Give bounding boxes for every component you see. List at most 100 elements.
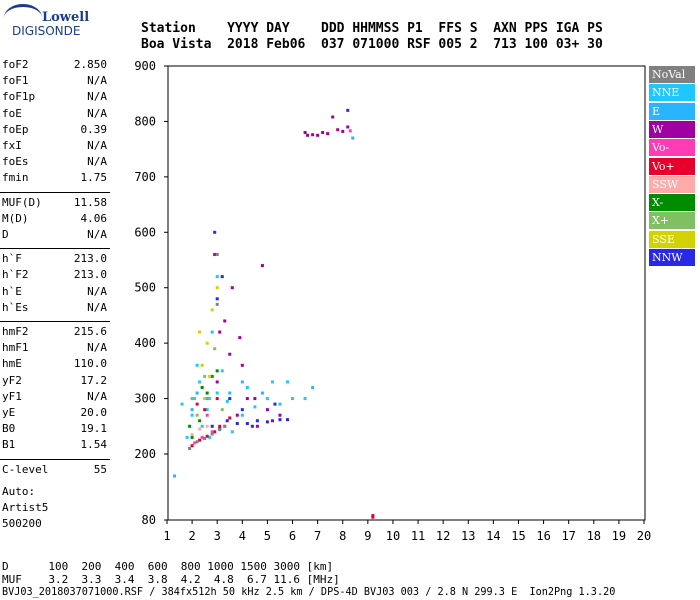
data-point <box>210 330 214 334</box>
series-nne <box>180 275 307 439</box>
logo-lowell: Lowell <box>42 10 90 25</box>
data-point <box>371 514 375 518</box>
data-point <box>255 424 259 428</box>
y-tick-label: 400 <box>134 336 156 350</box>
param-name: foF1 <box>2 74 29 88</box>
data-point <box>200 363 204 367</box>
data-point <box>195 440 199 444</box>
x-tick-label: 10 <box>386 529 400 543</box>
data-point <box>240 413 244 417</box>
panel-separator <box>0 458 110 460</box>
data-point <box>270 419 274 423</box>
data-point <box>228 397 232 401</box>
param-value: 4.06 <box>80 211 108 225</box>
data-point <box>286 380 290 384</box>
logo-digisonde: DIGISONDE <box>12 24 81 38</box>
data-point <box>203 374 207 378</box>
y-tick-label: 800 <box>134 114 156 128</box>
param-value: 55 <box>93 462 107 476</box>
data-point <box>195 363 199 367</box>
param-row: hmF2 215.6 <box>2 325 107 342</box>
x-tick-label: 11 <box>411 529 425 543</box>
param-row: B0 19.1 <box>2 422 107 439</box>
data-point <box>210 424 214 428</box>
data-point <box>208 374 212 378</box>
param-name: foF2 <box>2 58 29 71</box>
data-point <box>260 391 264 395</box>
data-point <box>341 129 345 133</box>
param-name: hmF2 <box>2 325 29 338</box>
param-row: yE 20.0 <box>2 406 107 423</box>
data-point <box>210 430 214 434</box>
param-name: hmF1 <box>2 341 29 355</box>
y-tick-label: 500 <box>134 281 156 295</box>
data-point <box>220 408 224 412</box>
series-sse <box>198 286 219 401</box>
x-tick-label: 19 <box>612 529 626 543</box>
data-point <box>205 424 209 428</box>
data-point <box>198 330 202 334</box>
data-point <box>203 397 207 401</box>
data-point <box>185 435 189 439</box>
x-tick-label: 17 <box>561 529 575 543</box>
x-tick-label: 8 <box>339 529 346 543</box>
series-e <box>173 136 355 478</box>
x-tick-label: 18 <box>587 529 601 543</box>
param-row: B1 1.54 <box>2 438 107 455</box>
data-point <box>245 422 249 426</box>
param-value: N/A <box>87 155 107 169</box>
data-point <box>190 413 194 417</box>
data-point <box>228 391 232 395</box>
param-name: M(D) <box>2 211 29 225</box>
data-point <box>223 319 227 323</box>
param-name: B0 <box>2 422 16 436</box>
param-name: h`E <box>2 284 22 298</box>
data-point <box>198 427 202 431</box>
data-point <box>225 419 229 423</box>
x-tick-label: 5 <box>264 529 271 543</box>
param-name: yF2 <box>2 373 22 387</box>
series-nnw <box>210 108 350 431</box>
param-value: 19.1 <box>80 422 108 436</box>
param-name: fxI <box>2 139 22 152</box>
data-point <box>278 418 282 422</box>
data-point <box>213 230 217 234</box>
legend-item-nne: NNE <box>649 84 695 102</box>
data-point <box>215 252 219 256</box>
param-name: foEs <box>2 155 29 169</box>
plot-frame <box>167 65 646 521</box>
data-point <box>253 405 257 409</box>
param-name: hmE <box>2 357 22 371</box>
x-tick-label: 3 <box>214 529 221 543</box>
data-point <box>225 399 229 403</box>
param-value: N/A <box>87 284 107 298</box>
param-name: foEp <box>2 122 29 136</box>
data-point <box>195 391 199 395</box>
auto-program: Artist5 <box>2 501 49 514</box>
logo-swoosh <box>4 4 42 31</box>
param-value: 1.75 <box>80 171 108 185</box>
param-value: 213.0 <box>73 268 107 282</box>
data-point <box>230 286 234 290</box>
legend-item-w: W <box>649 120 695 138</box>
data-point <box>278 402 282 406</box>
data-point <box>208 397 212 401</box>
data-point <box>228 352 232 356</box>
x-tick-label: 1 <box>163 529 170 543</box>
param-row: foE N/A <box>2 107 107 124</box>
param-name: foE <box>2 106 22 120</box>
param-value: 0.39 <box>80 122 108 136</box>
param-row: hmE 110.0 <box>2 357 107 374</box>
panel-separator <box>0 191 110 193</box>
param-row: yF2 17.2 <box>2 374 107 391</box>
param-row: hmF1 N/A <box>2 341 107 358</box>
data-point <box>200 435 204 439</box>
param-row: MUF(D) 11.58 <box>2 196 107 213</box>
x-tick-label: 15 <box>511 529 525 543</box>
param-name: h`F2 <box>2 268 29 282</box>
header-values: Boa Vista 2018 Feb06 037 071000 RSF 005 … <box>141 37 603 52</box>
data-point <box>278 413 282 417</box>
data-point <box>215 275 219 279</box>
data-point <box>205 341 209 345</box>
